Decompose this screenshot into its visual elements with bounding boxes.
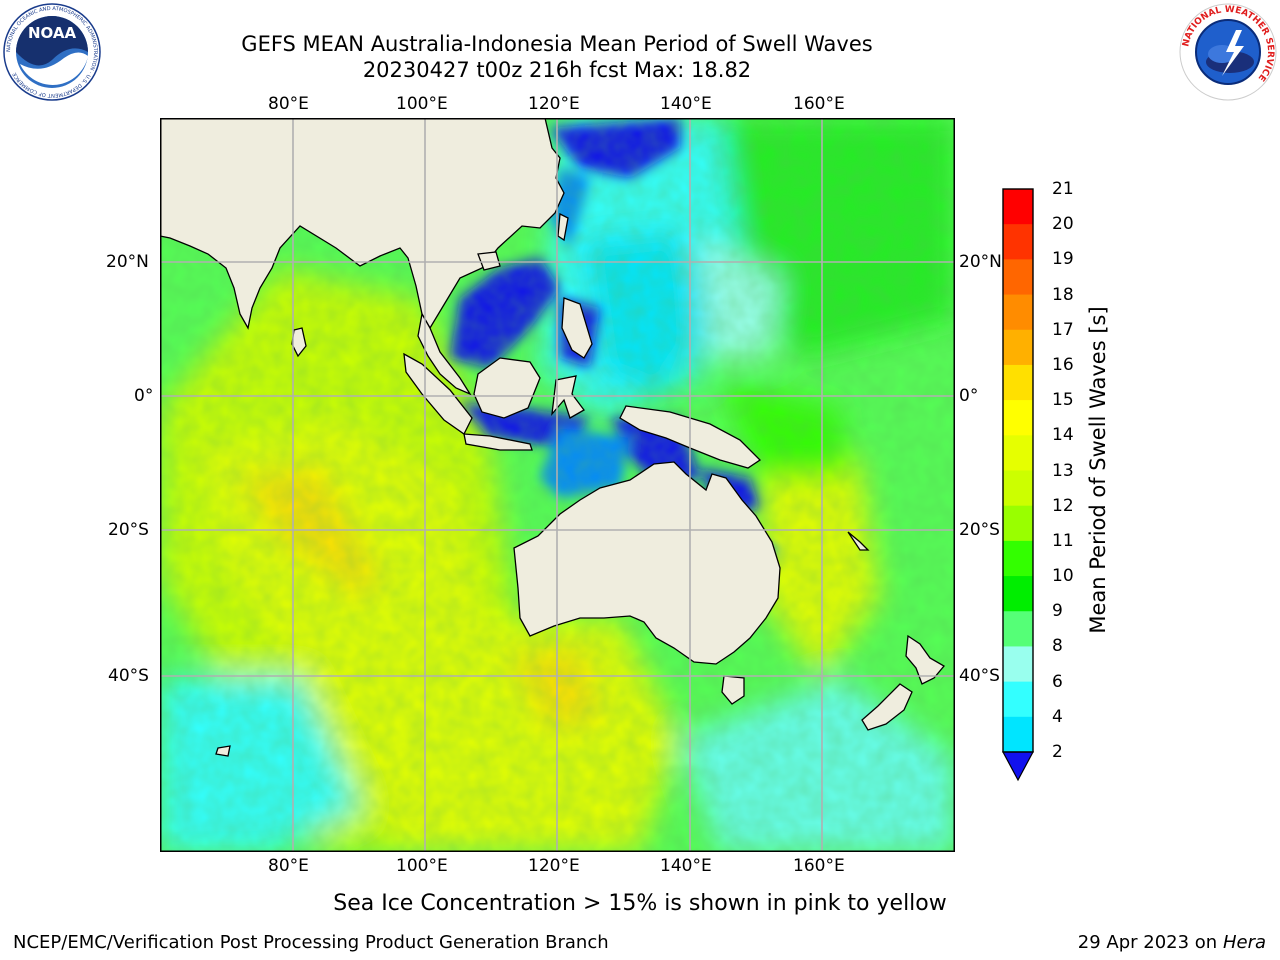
colorbar-tick: 13 [1052,460,1074,481]
land-philippines [561,297,593,359]
lon-label-top-80e: 80°E [268,94,309,114]
colorbar-frame [1002,188,1034,753]
colorbar-title: Mean Period of Swell Waves [s] [1086,306,1110,634]
land-hainan [477,251,501,271]
footer-branch: NCEP/EMC/Verification Post Processing Pr… [13,932,609,953]
colorbar-band [1003,505,1033,542]
footer-date-text: 29 Apr 2023 on [1077,932,1223,953]
footer-host: Hera [1222,932,1266,953]
land-malay-peninsula [417,312,472,396]
lat-label-left-40s: 40°S [108,666,149,686]
colorbar-band [1003,540,1033,577]
colorbar-tick: 11 [1052,530,1074,551]
lon-label-bottom-160e: 160°E [793,856,845,876]
land-asia [160,118,565,330]
noaa-logo-text: NOAA [28,24,77,42]
colorbar-tick: 18 [1052,284,1074,305]
colorbar-tick: 6 [1052,671,1063,692]
land-new-caledonia [847,531,870,551]
land-sulawesi [551,375,585,419]
lat-label-left-0: 0° [134,386,154,406]
graticule [160,118,955,852]
colorbar-band [1003,294,1033,331]
colorbar-band [1003,329,1033,366]
lat-label-right-40s: 40°S [959,666,1000,686]
lat-label-right-20n: 20°N [959,252,1002,272]
colorbar-band [1003,400,1033,436]
lat-label-left-20n: 20°N [106,252,149,272]
land-borneo [473,357,541,419]
colorbar-tick: 21 [1052,179,1074,199]
lon-label-top-160e: 160°E [793,94,845,114]
colorbar-tick: 15 [1052,390,1074,411]
colorbar-tick: 2 [1052,742,1063,762]
colorbar-band [1003,189,1033,225]
lon-label-top-120e: 120°E [528,94,580,114]
colorbar-band [1003,576,1033,612]
land-nz-south [861,683,913,731]
sea-ice-note: Sea Ice Concentration > 15% is shown in … [333,891,947,916]
land-java [463,433,533,451]
land-australia [513,461,781,665]
colorbar-band [1003,716,1033,753]
noaa-logo: NOAA NATIONAL OCEANIC AND ATMOSPHERIC AD… [3,3,101,101]
footer-date: 29 Apr 2023 on Hera [1078,932,1266,954]
colorbar-tick: 16 [1052,354,1074,375]
colorbar-band [1003,224,1033,260]
colorbar-tick: 17 [1052,319,1074,340]
land-tasmania [721,675,745,705]
colorbar-band [1003,435,1033,471]
colorbar-tick: 19 [1052,249,1074,270]
lon-label-top-100e: 100°E [396,94,448,114]
lat-label-left-20s: 20°S [108,520,149,540]
lat-label-right-0: 0° [959,386,979,406]
nws-logo: NATIONAL WEATHER SERVICE [1179,3,1277,101]
colorbar-band [1003,259,1033,296]
colorbar-band [1003,470,1033,507]
land-nz-north [905,634,945,685]
lon-label-bottom-140e: 140°E [660,856,712,876]
colorbar-band [1003,611,1033,647]
colorbar [1001,188,1035,782]
land-kerguelen [215,745,231,757]
map-panel [160,118,955,852]
lat-label-right-20s: 20°S [959,520,1000,540]
lon-label-bottom-80e: 80°E [268,856,309,876]
chart-title-line2: 20230427 t00z 216h fcst Max: 18.82 [362,58,752,82]
land-taiwan [557,212,569,242]
lon-label-top-140e: 140°E [660,94,712,114]
colorbar-extend-arrow [1001,751,1035,782]
colorbar-tick: 4 [1052,706,1063,727]
colorbar-tick: 20 [1052,214,1074,235]
chart-title-line1: GEFS MEAN Australia-Indonesia Mean Perio… [241,32,873,56]
map-frame [160,118,955,852]
colorbar-tick: 10 [1052,566,1074,587]
colorbar-tick: 12 [1052,495,1074,516]
colorbar-tick: 9 [1052,601,1063,622]
colorbar-tick: 8 [1052,636,1063,657]
lon-label-bottom-100e: 100°E [396,856,448,876]
colorbar-band [1003,364,1033,401]
land-masses [160,118,945,757]
colorbar-band [1003,646,1033,683]
colorbar-band [1003,681,1033,718]
colorbar-tick: 14 [1052,425,1074,446]
lon-label-bottom-120e: 120°E [528,856,580,876]
